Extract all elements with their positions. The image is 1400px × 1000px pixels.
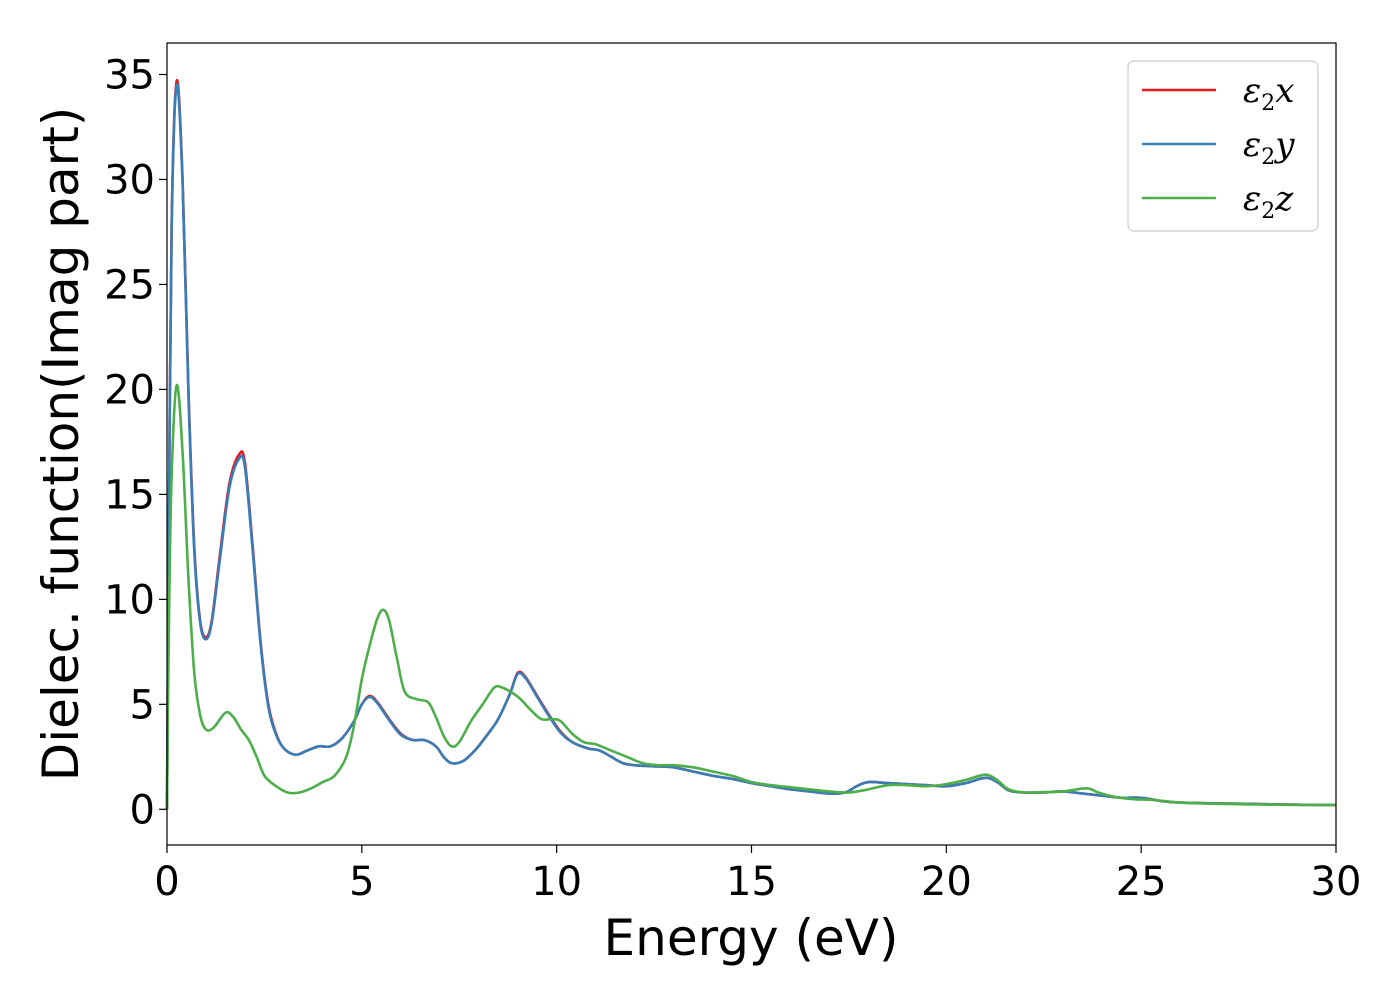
x-tick-label: 5 <box>349 859 374 905</box>
legend-items: ε2x ε2y ε2z <box>1142 71 1295 224</box>
x-axis-title: Energy (eV) <box>604 909 899 967</box>
y-tick-label: 30 <box>104 157 155 203</box>
y-tick-label: 10 <box>104 577 155 623</box>
series-line-2 <box>165 83 1337 810</box>
x-tick-label: 15 <box>726 859 777 905</box>
legend: ε2x ε2y ε2z <box>1127 60 1319 232</box>
legend-label-1: ε2x <box>1243 71 1294 116</box>
x-tick-label: 25 <box>1116 859 1167 905</box>
y-tick-label: 20 <box>104 367 155 413</box>
legend-box <box>1127 60 1319 232</box>
legend-label-3: ε2z <box>1243 179 1294 224</box>
y-axis-title: Dielec. function(Imag part) <box>32 107 90 782</box>
y-tick-label: 25 <box>104 262 155 308</box>
y-axis-ticks: 0 5 10 15 20 25 30 35 <box>104 52 167 833</box>
x-tick-label: 10 <box>531 859 582 905</box>
x-tick-label: 30 <box>1311 859 1362 905</box>
x-tick-label: 0 <box>154 859 179 905</box>
y-tick-label: 5 <box>130 682 155 728</box>
x-tick-label: 20 <box>921 859 972 905</box>
y-tick-label: 15 <box>104 472 155 518</box>
x-axis-ticks: 0 5 10 15 20 25 30 <box>154 845 1361 905</box>
y-tick-label: 0 <box>130 787 155 833</box>
legend-label-2: ε2y <box>1243 125 1295 170</box>
series-lines <box>165 79 1337 810</box>
y-tick-label: 35 <box>104 52 155 98</box>
series-line-3 <box>165 383 1337 810</box>
